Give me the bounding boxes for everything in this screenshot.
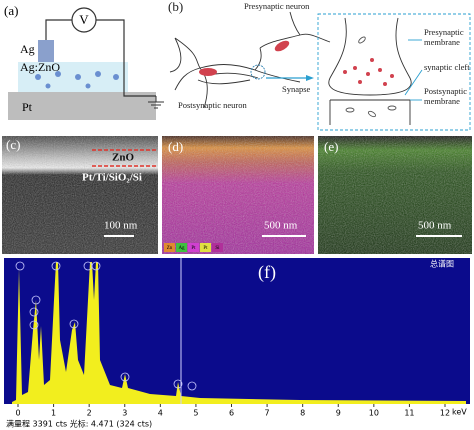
x-tick-label: 7 xyxy=(265,409,270,418)
panel-label: (c) xyxy=(6,137,20,152)
x-axis: 0 1 2 3 4 5 6 7 8 9 10 11 12 xyxy=(15,404,450,418)
substrate-label: Pt xyxy=(22,100,33,114)
scale-label: 100 nm xyxy=(104,220,138,232)
membrane-label: membrane xyxy=(424,37,460,47)
voltmeter xyxy=(71,7,97,33)
pointer xyxy=(404,69,423,96)
legend-label: Pt xyxy=(191,246,196,251)
stack-label: Pt/Ti/SiO₂/Si xyxy=(82,172,142,184)
film-label: ZnO xyxy=(112,152,134,164)
receptors xyxy=(345,36,397,118)
x-tick-label: 9 xyxy=(336,409,341,418)
nucleus xyxy=(274,40,290,52)
nucleus xyxy=(199,68,217,76)
scale-label: 500 nm xyxy=(418,220,452,232)
panel-label: (e) xyxy=(324,139,338,154)
axon xyxy=(197,72,259,85)
map-noise xyxy=(318,136,472,254)
membrane-label: Presynaptic xyxy=(424,27,464,37)
x-tick-label: 10 xyxy=(369,409,379,418)
x-tick-label: 8 xyxy=(300,409,305,418)
postsynaptic-terminal xyxy=(329,99,411,125)
x-tick-label: 2 xyxy=(87,409,92,418)
x-tick-label: 1 xyxy=(51,409,56,418)
x-tick-label: 3 xyxy=(122,409,127,418)
panel-e: (e) 500 nm xyxy=(318,136,472,254)
panel-c: (c) ZnO Pt/Ti/SiO₂/Si 100 nm xyxy=(2,136,158,254)
element-legend: Zn Ag Pt Pt Si xyxy=(164,243,223,252)
synapse-label: Synapse xyxy=(282,84,311,94)
legend-swatch xyxy=(176,243,187,252)
cleft-label: synaptic cleft xyxy=(424,62,470,72)
neuron-label: Presynaptic neuron xyxy=(244,1,310,11)
panel-label: (f) xyxy=(258,262,276,283)
spectrum xyxy=(12,262,466,404)
legend-label: Pt xyxy=(203,246,208,251)
electrode xyxy=(38,40,54,62)
x-unit: keV xyxy=(452,408,467,417)
spectrum-title: 总谱图 xyxy=(430,259,454,269)
panel-label: (a) xyxy=(4,3,18,18)
legend-label: Zn xyxy=(167,246,173,251)
panel-a: V (a) Ag Ag:ZnO Pt xyxy=(4,3,164,120)
legend-swatch xyxy=(212,243,223,252)
neuron-outline xyxy=(169,11,331,109)
x-tick-label: 12 xyxy=(440,409,450,418)
nanoparticles xyxy=(35,71,119,89)
legend-label: Si xyxy=(215,246,220,251)
sem-noise xyxy=(2,136,158,254)
synapse-marker xyxy=(250,64,266,80)
legend-swatch xyxy=(188,243,199,252)
x-tick-label: 4 xyxy=(158,409,163,418)
ground xyxy=(148,101,164,109)
legend-swatch xyxy=(200,243,211,252)
peak-markers xyxy=(15,261,197,391)
neuron-label: Postsynaptic neuron xyxy=(178,100,247,110)
panel-b-labels: (b) Presynaptic neuron Postsynaptic neur… xyxy=(168,0,470,110)
legend-label: Ag xyxy=(178,246,185,251)
arrowhead xyxy=(306,75,314,81)
membrane-label: Postsynaptic xyxy=(424,86,467,96)
x-tick-label: 5 xyxy=(193,409,198,418)
panel-d: (d) 500 nm Zn Ag Pt Pt Si xyxy=(162,136,314,254)
vesicles xyxy=(343,58,394,86)
map-noise xyxy=(162,136,314,254)
panel-b xyxy=(169,11,471,131)
electrode-label: Ag xyxy=(20,42,35,56)
layer-label: Ag:ZnO xyxy=(20,60,60,74)
substrate xyxy=(8,92,156,120)
x-tick-label: 11 xyxy=(404,409,414,418)
panel-label: (b) xyxy=(168,0,183,14)
status-bar: 满量程 3391 cts 光标: 4.471 (324 cts) xyxy=(6,419,152,429)
presynaptic-terminal xyxy=(328,17,412,96)
meter-label: V xyxy=(79,12,89,27)
zoom-box xyxy=(317,13,471,131)
legend-swatch xyxy=(164,243,175,252)
x-tick-label: 0 xyxy=(15,409,20,418)
x-tick-label: 6 xyxy=(229,409,234,418)
scale-label: 500 nm xyxy=(264,220,298,232)
panel-label: (d) xyxy=(168,139,183,154)
membrane-label: membrane xyxy=(424,96,460,106)
wire xyxy=(96,19,156,97)
wire xyxy=(45,19,72,40)
panel-f: (f) 总谱图 0 1 2 3 4 5 6 7 8 9 10 11 12 keV 满量程 3391 ct… xyxy=(4,258,470,429)
